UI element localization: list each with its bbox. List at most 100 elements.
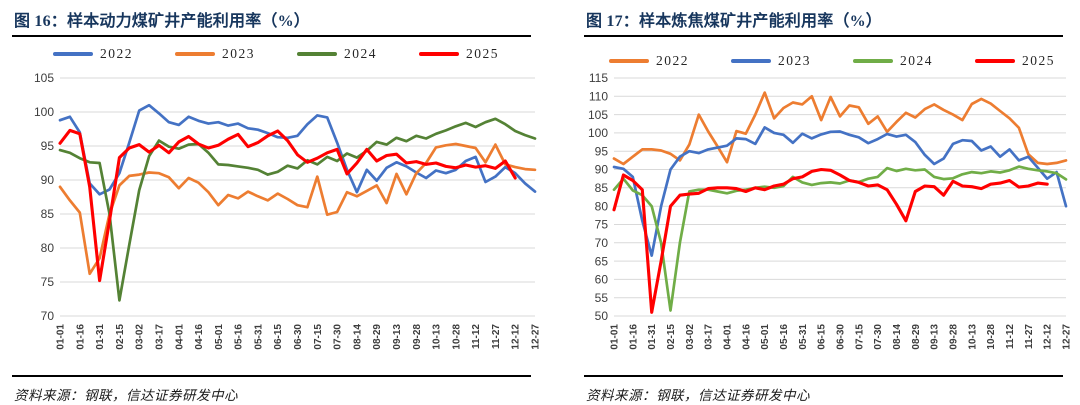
coking-coal-chart-panel: 图 17：样本炼焦煤矿井产能利用率（%） 2022 2023 2024 2025 50… — [540, 0, 1080, 405]
svg-text:110: 110 — [589, 90, 608, 104]
svg-text:05-31: 05-31 — [798, 324, 809, 350]
legend-item-2023: 2023 — [731, 53, 811, 69]
legend-line-swatch — [175, 52, 215, 56]
svg-text:05-16: 05-16 — [234, 324, 245, 350]
svg-text:80: 80 — [595, 199, 609, 213]
svg-text:12-27: 12-27 — [531, 324, 541, 350]
legend-item-2022: 2022 — [609, 53, 689, 69]
svg-text:07-30: 07-30 — [873, 324, 884, 350]
svg-text:02-15: 02-15 — [115, 324, 126, 350]
chart-canvas: 70 75 80 85 90 95 100 105 01-01 01-16 01-31 02-15 03… — [34, 71, 541, 350]
svg-text:55: 55 — [595, 291, 609, 305]
svg-text:01-16: 01-16 — [628, 324, 639, 350]
svg-text:80: 80 — [41, 241, 55, 255]
svg-text:75: 75 — [41, 275, 55, 289]
svg-text:105: 105 — [588, 108, 608, 122]
legend-line-swatch — [853, 59, 893, 63]
series-line-2022 — [58, 103, 537, 196]
svg-text:10-13: 10-13 — [432, 324, 443, 350]
svg-text:01-31: 01-31 — [647, 324, 658, 350]
title-divider — [12, 35, 531, 37]
svg-text:11-27: 11-27 — [1024, 324, 1035, 349]
svg-text:95: 95 — [595, 144, 609, 158]
legend-figure-16: 2022 2023 2024 2025 — [12, 46, 540, 62]
svg-text:08-29: 08-29 — [911, 324, 922, 350]
svg-text:06-30: 06-30 — [836, 324, 847, 350]
svg-text:06-15: 06-15 — [273, 324, 284, 350]
svg-text:85: 85 — [595, 181, 609, 195]
legend-label: 2024 — [344, 46, 377, 61]
svg-text:50: 50 — [595, 309, 609, 323]
svg-text:07-30: 07-30 — [333, 324, 344, 350]
svg-text:11-12: 11-12 — [1005, 324, 1016, 349]
legend-item-2022: 2022 — [53, 46, 133, 62]
svg-text:01-31: 01-31 — [95, 324, 106, 350]
svg-text:85: 85 — [41, 207, 55, 221]
svg-text:10-28: 10-28 — [986, 324, 997, 350]
svg-text:90: 90 — [595, 163, 609, 177]
svg-text:95: 95 — [41, 139, 55, 153]
thermal-coal-chart-panel: 图 16：样本动力煤矿井产能利用率（%） 2022 2023 2024 2025 70… — [12, 13, 541, 403]
svg-text:11-27: 11-27 — [491, 324, 502, 349]
legend-line-swatch — [609, 59, 649, 63]
legend-label: 2024 — [900, 53, 933, 68]
legend-line-swatch — [297, 52, 337, 56]
series-line-2025 — [612, 167, 1049, 314]
svg-text:10-28: 10-28 — [451, 324, 462, 350]
svg-text:60: 60 — [595, 273, 609, 287]
svg-text:03-02: 03-02 — [685, 324, 696, 350]
series-line-2025 — [58, 128, 517, 283]
svg-text:75: 75 — [595, 218, 609, 232]
footer-divider — [584, 375, 1063, 377]
legend-item-2023: 2023 — [175, 46, 255, 62]
svg-text:04-01: 04-01 — [723, 324, 734, 350]
legend-figure-17: 2022 2023 2024 2025 — [584, 53, 1080, 69]
legend-line-swatch — [975, 59, 1015, 63]
legend-label: 2022 — [100, 46, 133, 61]
svg-text:04-16: 04-16 — [741, 324, 752, 350]
svg-text:07-15: 07-15 — [854, 324, 865, 350]
svg-text:07-15: 07-15 — [313, 324, 324, 350]
legend-line-swatch — [731, 59, 771, 63]
legend-label: 2025 — [1022, 53, 1055, 68]
legend-label: 2022 — [656, 53, 689, 68]
svg-text:02-15: 02-15 — [666, 324, 677, 350]
svg-text:06-15: 06-15 — [817, 324, 828, 350]
svg-text:01-01: 01-01 — [610, 324, 621, 350]
figure-16-title: 图 16：样本动力煤矿井产能利用率（%） — [14, 13, 311, 30]
svg-text:70: 70 — [41, 309, 55, 323]
svg-text:11-12: 11-12 — [471, 324, 482, 349]
svg-text:06-30: 06-30 — [293, 324, 304, 350]
y-axis-labels: 50 55 60 65 70 75 80 85 90 95 100 105 110 115 — [588, 71, 608, 323]
svg-text:05-16: 05-16 — [779, 324, 790, 350]
coking-coal-line-chart: 50 55 60 65 70 75 80 85 90 95 100 105 110 115 01-01 01-… — [584, 64, 1080, 366]
legend-line-swatch — [419, 52, 459, 56]
svg-text:65: 65 — [595, 254, 609, 268]
svg-text:09-28: 09-28 — [412, 324, 423, 350]
series-line-2023 — [612, 126, 1068, 257]
svg-text:70: 70 — [595, 236, 609, 250]
y-axis-labels: 70 75 80 85 90 95 100 105 — [34, 71, 54, 323]
svg-text:09-28: 09-28 — [949, 324, 960, 350]
svg-text:05-01: 05-01 — [760, 324, 771, 350]
svg-text:05-31: 05-31 — [253, 324, 264, 350]
svg-text:03-02: 03-02 — [135, 324, 146, 350]
svg-text:09-13: 09-13 — [392, 324, 403, 350]
x-axis-labels: 01-01 01-16 01-31 02-15 03-02 03-17 04-01 04-16… — [610, 324, 1073, 350]
series-line-2023 — [58, 142, 537, 276]
legend-item-2024: 2024 — [297, 46, 377, 62]
svg-text:01-16: 01-16 — [75, 324, 86, 350]
svg-text:01-01: 01-01 — [56, 324, 67, 350]
gridlines — [614, 77, 1066, 317]
svg-text:08-29: 08-29 — [372, 324, 383, 350]
svg-text:100: 100 — [34, 105, 54, 119]
svg-text:12-12: 12-12 — [1043, 324, 1054, 350]
legend-label: 2023 — [222, 46, 255, 61]
svg-text:12-12: 12-12 — [511, 324, 522, 350]
svg-text:105: 105 — [34, 71, 54, 85]
legend-label: 2023 — [778, 53, 811, 68]
source-note: 资料来源：钢联，信达证券研发中心 — [14, 388, 238, 403]
gridlines — [60, 77, 535, 317]
series-line-2022 — [612, 91, 1068, 166]
